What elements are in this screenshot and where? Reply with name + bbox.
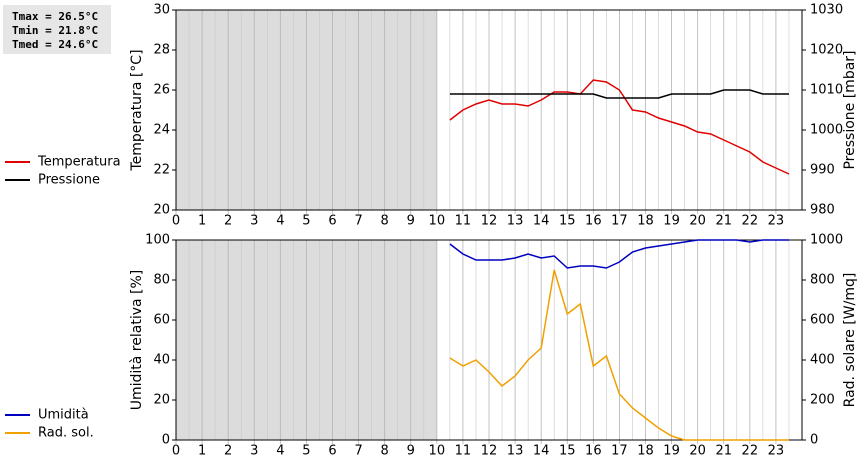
line	[449, 269, 789, 441]
y-tick-label: 0	[162, 433, 170, 448]
x-tick-label: 6	[328, 214, 336, 229]
x-tick-label: 18	[637, 214, 654, 229]
x-tick-label: 6	[328, 444, 336, 459]
y-tick-label: 80	[153, 273, 170, 288]
x-tick-label: 16	[585, 214, 602, 229]
x-tick-label: 2	[224, 214, 232, 229]
x-tick-label: 21	[715, 214, 732, 229]
y-axis-label: Temperatura [°C]	[129, 49, 145, 171]
x-tick-label: 13	[507, 214, 524, 229]
x-tick-label: 19	[663, 444, 680, 459]
x-tick-label: 22	[742, 444, 759, 459]
stats-box	[3, 5, 111, 54]
x-tick-label: 17	[611, 214, 628, 229]
x-tick-label: 15	[559, 444, 576, 459]
stat-text: Tmax = 26.5°C	[12, 10, 98, 23]
x-tick-label: 14	[533, 444, 550, 459]
x-tick-label: 22	[742, 214, 759, 229]
x-tick-label: 18	[637, 444, 654, 459]
x-tick-label: 9	[407, 214, 415, 229]
x-tick-label: 5	[302, 214, 310, 229]
x-tick-label: 7	[354, 214, 362, 229]
y-tick-label: 100	[145, 233, 170, 248]
x-tick-label: 10	[429, 444, 446, 459]
y-tick-label: 22	[153, 163, 170, 178]
x-tick-label: 20	[689, 444, 706, 459]
x-tick-label: 11	[455, 214, 472, 229]
x-tick-label: 7	[354, 444, 362, 459]
x-tick-label: 3	[250, 214, 258, 229]
x-tick-label: 8	[381, 214, 389, 229]
y-tick-label: 26	[153, 83, 170, 98]
x-tick-label: 23	[768, 214, 785, 229]
x-tick-label: 4	[276, 214, 284, 229]
y2-tick-label: 980	[810, 203, 835, 218]
plot-frame	[175, 9, 803, 211]
y2-tick-label: 600	[810, 313, 835, 328]
y2-tick-label: 1030	[810, 3, 843, 18]
legend-label: Temperatura	[37, 155, 121, 170]
y-tick-label: 30	[153, 3, 170, 18]
legend-label: Umidità	[38, 408, 89, 423]
x-tick-label: 5	[302, 444, 310, 459]
y2-tick-label: 0	[810, 433, 818, 448]
y2-tick-label: 800	[810, 273, 835, 288]
stat-text: Tmed = 24.6°C	[12, 38, 98, 51]
x-tick-label: 1	[198, 214, 206, 229]
line	[449, 79, 790, 175]
y2-tick-label: 400	[810, 353, 835, 368]
line	[449, 89, 789, 99]
y-tick-label: 40	[153, 353, 170, 368]
stat-text: Tmin = 21.8°C	[12, 24, 98, 37]
x-tick-label: 11	[455, 444, 472, 459]
x-tick-label: 9	[407, 444, 415, 459]
legend-label: Rad. sol.	[38, 426, 94, 441]
x-tick-label: 10	[429, 214, 446, 229]
x-tick-label: 8	[381, 444, 389, 459]
y-tick-label: 20	[153, 203, 170, 218]
x-tick-label: 0	[172, 444, 180, 459]
x-tick-label: 13	[507, 444, 524, 459]
y-tick-label: 60	[153, 313, 170, 328]
x-tick-label: 17	[611, 444, 628, 459]
x-tick-label: 2	[224, 444, 232, 459]
y2-tick-label: 1020	[810, 43, 843, 58]
y2-tick-label: 200	[810, 393, 835, 408]
x-tick-label: 12	[481, 214, 498, 229]
x-tick-label: 14	[533, 214, 550, 229]
y2-tick-label: 1000	[810, 123, 843, 138]
y-tick-label: 20	[153, 393, 170, 408]
x-tick-label: 0	[172, 214, 180, 229]
x-tick-label: 20	[689, 214, 706, 229]
y2-axis-label: Pressione [mbar]	[842, 50, 858, 169]
x-tick-label: 4	[276, 444, 284, 459]
y-tick-label: 24	[153, 123, 170, 138]
y-tick-label: 28	[153, 43, 170, 58]
x-tick-label: 19	[663, 214, 680, 229]
x-tick-label: 23	[768, 444, 785, 459]
x-tick-label: 12	[481, 444, 498, 459]
y2-tick-label: 990	[810, 163, 835, 178]
x-tick-label: 1	[198, 444, 206, 459]
y2-tick-label: 1000	[810, 233, 843, 248]
x-tick-label: 3	[250, 444, 258, 459]
y-axis-label: Umidità relativa [%]	[129, 270, 145, 411]
x-tick-label: 16	[585, 444, 602, 459]
legend-label: Pressione	[38, 173, 100, 188]
x-tick-label: 21	[715, 444, 732, 459]
x-tick-label: 15	[559, 214, 576, 229]
line	[449, 239, 789, 269]
y2-tick-label: 1010	[810, 83, 843, 98]
y2-axis-label: Rad. solare [W/mq]	[842, 273, 858, 408]
plot-frame	[175, 239, 803, 441]
